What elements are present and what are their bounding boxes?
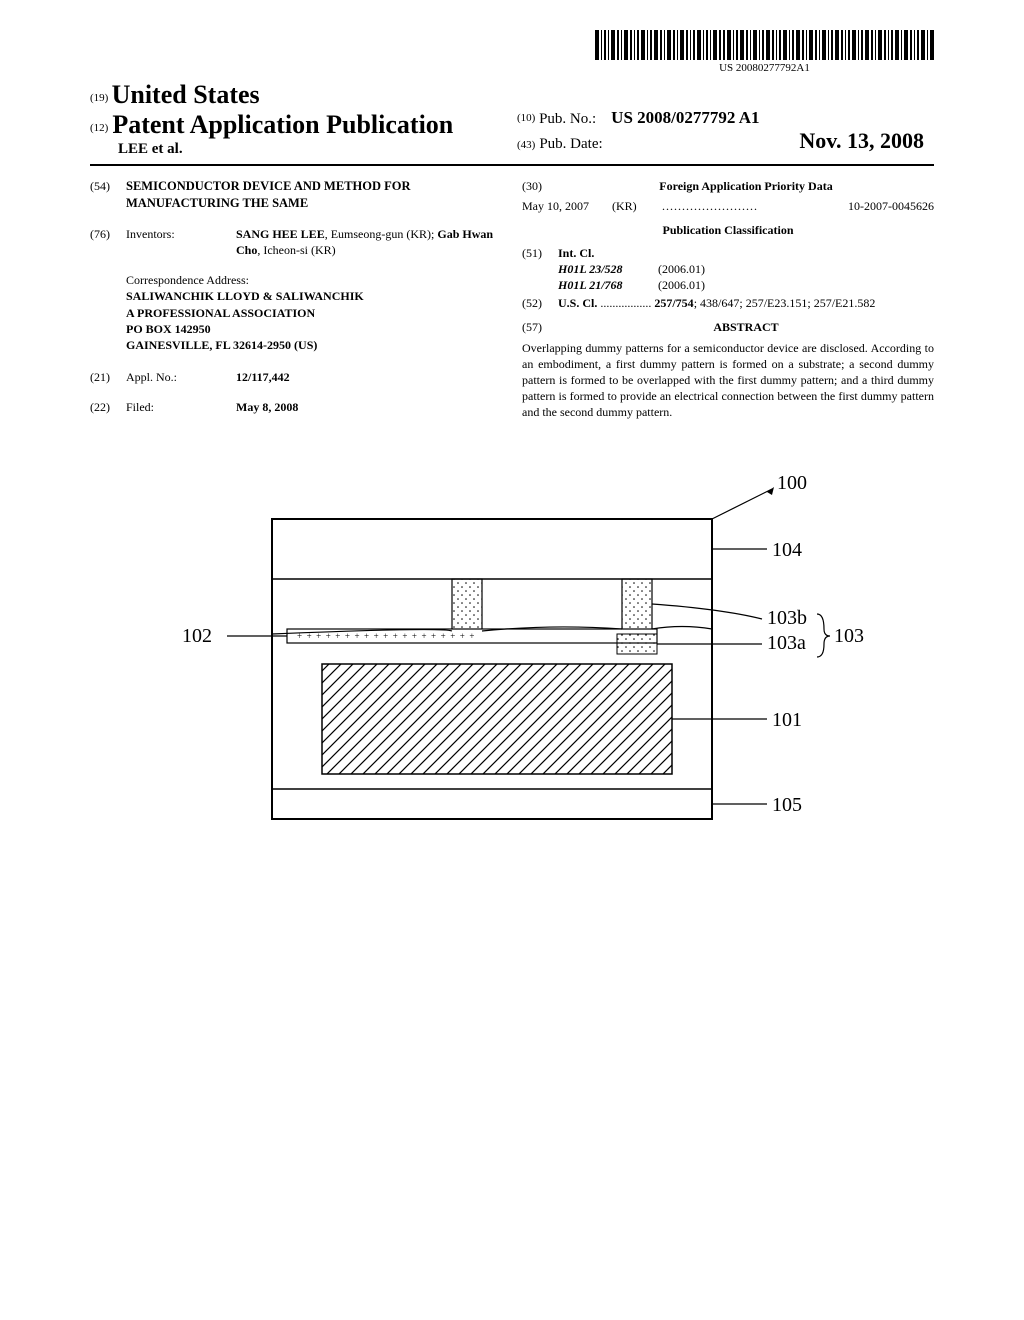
fig-label-104: 104 [772, 539, 802, 561]
fig-label-103: 103 [834, 625, 864, 647]
inventors-rest: , Eumseong-gun (KR); [325, 227, 438, 241]
barcode-label: US 20080277792A1 [595, 62, 934, 74]
corr-line1: SALIWANCHIK LLOYD & SALIWANCHIK [126, 288, 502, 304]
code-57: (57) [522, 319, 558, 335]
code-12: (12) [90, 122, 108, 134]
header: (19) United States (12) Patent Applicati… [90, 80, 934, 166]
fig-label-103a: 103a [767, 632, 806, 654]
code-10: (10) [517, 112, 535, 124]
corr-line3: PO BOX 142950 [126, 321, 502, 337]
priority-number: 10-2007-0045626 [848, 198, 934, 214]
appl-label: Appl. No.: [126, 369, 236, 385]
code-30: (30) [522, 178, 558, 194]
right-column: (30) Foreign Application Priority Data M… [522, 178, 934, 429]
pub-date-value: Nov. 13, 2008 [799, 128, 934, 154]
code-54: (54) [90, 178, 126, 212]
inventors-label: Inventors: [126, 226, 236, 258]
fig-label-105: 105 [772, 794, 802, 816]
left-column: (54) SEMICONDUCTOR DEVICE AND METHOD FOR… [90, 178, 502, 429]
priority-country: (KR) [612, 198, 662, 214]
code-51: (51) [522, 245, 558, 294]
uscl-rest: ; 438/647; 257/E23.151; 257/E21.582 [694, 296, 876, 310]
content-columns: (54) SEMICONDUCTOR DEVICE AND METHOD FOR… [90, 178, 934, 429]
code-22: (22) [90, 399, 126, 415]
priority-date: May 10, 2007 [522, 198, 612, 214]
priority-dots: ........................ [662, 198, 848, 214]
code-43: (43) [517, 139, 535, 151]
fig-label-101: 101 [772, 709, 802, 731]
appl-no: 12/117,442 [236, 369, 502, 385]
foreign-heading: Foreign Application Priority Data [558, 178, 934, 194]
patent-title: SEMICONDUCTOR DEVICE AND METHOD FOR MANU… [126, 178, 502, 212]
intcl1-year: (2006.01) [658, 261, 705, 277]
intcl-label: Int. Cl. [558, 245, 705, 261]
priority-row: May 10, 2007 (KR) ......................… [522, 198, 934, 214]
correspondence-block: Correspondence Address: SALIWANCHIK LLOY… [126, 272, 502, 353]
code-21: (21) [90, 369, 126, 385]
publication-type: Patent Application Publication [112, 110, 453, 139]
code-19: (19) [90, 92, 108, 104]
intcl2-year: (2006.01) [658, 277, 705, 293]
corr-label: Correspondence Address: [126, 272, 502, 288]
filed-label: Filed: [126, 399, 236, 415]
pub-date-label: Pub. Date: [539, 136, 602, 153]
abstract-heading: ABSTRACT [558, 319, 934, 335]
barcode-region: US 20080277792A1 [90, 30, 934, 76]
fig-label-103b: 103b [767, 607, 807, 629]
uscl-label: U.S. Cl. [558, 296, 597, 310]
pub-no-value: US 2008/0277792 A1 [611, 108, 759, 127]
fig-label-102: 102 [182, 625, 212, 647]
corr-line4: GAINESVILLE, FL 32614-2950 (US) [126, 337, 502, 353]
intcl1-class: H01L 23/528 [558, 261, 658, 277]
authors-line: LEE et al. [118, 141, 183, 157]
figure: + + + + + + + + + + + + + + + + + + + 10… [90, 469, 934, 854]
intcl2-class: H01L 21/768 [558, 277, 658, 293]
corr-line2: A PROFESSIONAL ASSOCIATION [126, 305, 502, 321]
abstract-text: Overlapping dummy patterns for a semicon… [522, 340, 934, 421]
filed-date: May 8, 2008 [236, 399, 502, 415]
fig-label-100: 100 [777, 472, 807, 494]
code-76: (76) [90, 226, 126, 258]
barcode-bars [595, 30, 934, 60]
pub-class-heading: Publication Classification [522, 222, 934, 238]
pub-no-label: Pub. No.: [539, 111, 596, 127]
country-name: United States [112, 80, 260, 109]
code-52: (52) [522, 295, 558, 311]
uscl-main: 257/754 [654, 296, 693, 310]
